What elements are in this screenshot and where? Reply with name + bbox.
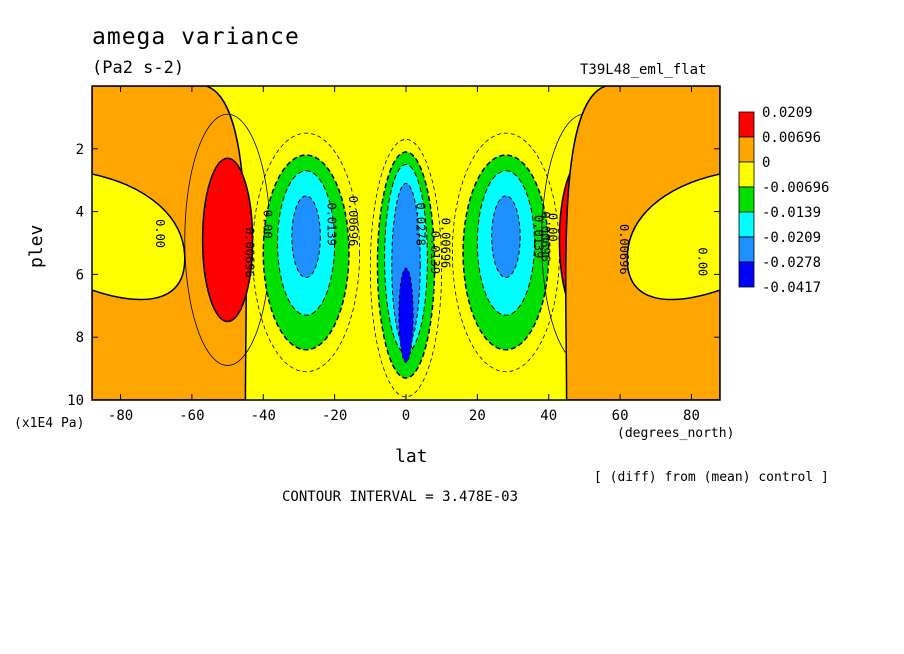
contour-label-1: 0.00696 xyxy=(242,227,256,278)
x-tick-label-3: -20 xyxy=(322,408,347,424)
contour-interval: CONTOUR INTERVAL = 3.478E-03 xyxy=(282,489,519,505)
x-tick-label-1: -60 xyxy=(179,408,204,424)
contour-label-8: 0.0139 xyxy=(531,215,545,258)
units-label: (Pa2 s-2) xyxy=(92,58,185,78)
y-tick-label-2: 6 xyxy=(76,267,84,283)
contour-label-3: 0.0139 xyxy=(325,202,339,245)
feature-min-3 xyxy=(398,267,414,363)
y-tick-label-3: 8 xyxy=(76,330,84,346)
chart-title: amega variance xyxy=(92,24,300,50)
legend-label-5: -0.0209 xyxy=(762,230,821,246)
feature-core-4 xyxy=(491,195,521,279)
y-tick-label-0: 2 xyxy=(76,142,84,158)
contour-label-4: 0.00696 xyxy=(346,196,360,247)
contour-label-11: 0.00696 xyxy=(617,224,631,275)
feature-region-6 xyxy=(565,86,720,400)
y-axis-unit-label: (x1E4 Pa) xyxy=(14,416,85,431)
contour-label-6: 0.0139 xyxy=(428,231,442,274)
legend-label-0: 0.0209 xyxy=(762,105,813,121)
contour-label-7: 0.00696 xyxy=(439,218,453,269)
legend-label-3: -0.00696 xyxy=(762,180,829,196)
feature-region-1 xyxy=(201,157,254,323)
x-tick-label-6: 40 xyxy=(540,408,557,424)
contour-label-0: 0.00 xyxy=(153,219,167,248)
contour-label-9: 0.00696 xyxy=(539,211,553,262)
legend-swatch-4 xyxy=(738,211,755,238)
x-tick-label-4: 0 xyxy=(402,408,410,424)
x-tick-label-7: 60 xyxy=(612,408,629,424)
contour-label-12: 0.00 xyxy=(696,247,710,276)
legend-label-4: -0.0139 xyxy=(762,205,821,221)
x-axis-unit-label: (degrees_north) xyxy=(617,426,735,441)
legend-swatch-5 xyxy=(738,236,755,263)
contour-label-2: 0.00 xyxy=(260,210,274,239)
contour-label-5: 0.0278 xyxy=(414,202,428,245)
legend-swatch-1 xyxy=(738,136,755,163)
x-tick-label-0: -80 xyxy=(108,408,133,424)
legend-swatch-3 xyxy=(738,186,755,213)
plot-field xyxy=(92,86,720,400)
contour-label-10: 0.00 xyxy=(546,213,560,242)
diff-note: [ (diff) from (mean) control ] xyxy=(594,470,829,485)
legend-swatch-2 xyxy=(738,161,755,188)
y-tick-label-4: 10 xyxy=(67,393,84,409)
feature-contour-2 xyxy=(252,132,361,373)
feature-core-2 xyxy=(291,195,321,279)
y-tick-label-1: 4 xyxy=(76,205,84,221)
x-tick-label-5: 20 xyxy=(469,408,486,424)
x-tick-label-2: -40 xyxy=(251,408,276,424)
run-label: T39L48_eml_flat xyxy=(580,62,707,78)
x-axis-title: lat xyxy=(395,446,428,467)
legend-swatch-0 xyxy=(738,111,755,138)
legend-label-2: 0 xyxy=(762,155,770,171)
legend-swatch-6 xyxy=(738,261,755,288)
feature-contour-3 xyxy=(369,138,443,398)
legend-label-6: -0.0278 xyxy=(762,255,821,271)
legend-label-1: 0.00696 xyxy=(762,130,821,146)
x-tick-label-8: 80 xyxy=(683,408,700,424)
legend-label-7: -0.0417 xyxy=(762,280,821,296)
